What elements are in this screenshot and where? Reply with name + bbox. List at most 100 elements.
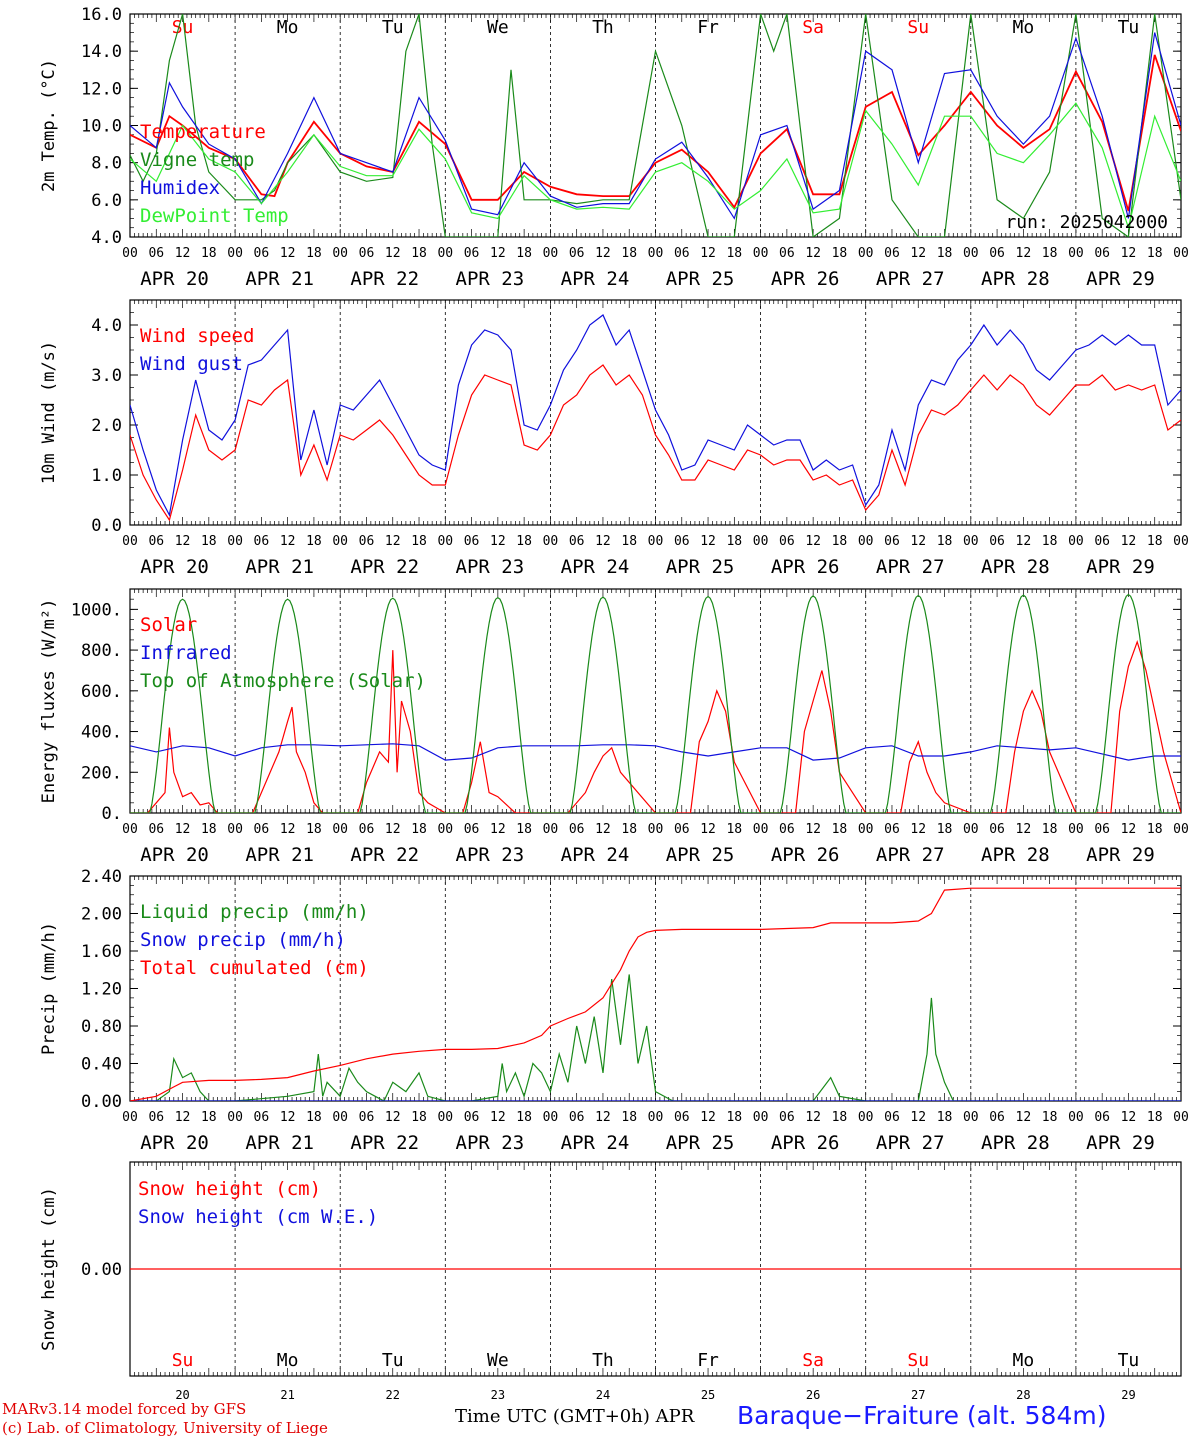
hour-tick-label: 18 — [1042, 246, 1058, 261]
panel-wind: 0.0 1.0 2.0 3.0 4.0 10m Wind (m/s) 00 06 12 18 APR… — [39, 299, 1189, 578]
hour-tick-label: 06 — [1094, 534, 1110, 549]
hour-tick-label: 06 — [148, 1110, 164, 1125]
hour-tick-label: 12 — [490, 1110, 506, 1125]
hour-tick-label: 00 — [227, 822, 243, 837]
hour-tick-label: 18 — [306, 534, 322, 549]
hour-tick-label: 12 — [595, 534, 611, 549]
hour-tick-label: 18 — [726, 1110, 742, 1125]
hour-tick-label: 12 — [910, 246, 926, 261]
hour-tick-label: 00 — [753, 246, 769, 261]
hour-tick-label: 00 — [543, 534, 559, 549]
y-tick-label: 3.0 — [91, 366, 122, 386]
hour-tick-label: 00 — [858, 1110, 874, 1125]
date-label: APR 22 — [350, 268, 419, 290]
hour-tick-label: 12 — [910, 822, 926, 837]
legend-entry: Snow height (cm) — [138, 1178, 321, 1200]
weekday-label: Th — [592, 1350, 614, 1371]
hour-tick-label: 06 — [569, 822, 585, 837]
hour-tick-label: 06 — [989, 822, 1005, 837]
hour-tick-label: 00 — [332, 1110, 348, 1125]
legend-entry: Snow precip (mm/h) — [140, 929, 346, 951]
weekday-label: Su — [172, 17, 194, 38]
hour-tick-label: 18 — [201, 1110, 217, 1125]
hour-tick-label: 06 — [674, 822, 690, 837]
hour-tick-label: 06 — [1094, 1110, 1110, 1125]
y-axis-label: Precip (mm/h) — [39, 922, 59, 1055]
hour-tick-label: 12 — [910, 534, 926, 549]
y-tick-label: 0.00 — [81, 1092, 122, 1112]
y-axis-label: Energy fluxes (W/m²) — [39, 599, 59, 804]
hour-tick-label: 18 — [516, 1110, 532, 1125]
hour-tick-label: 06 — [359, 534, 375, 549]
series-line-wind-gust — [130, 314, 1181, 517]
hour-tick-label: 18 — [621, 534, 637, 549]
hour-tick-label: 12 — [490, 822, 506, 837]
hour-tick-label: 18 — [1147, 822, 1163, 837]
date-label: APR 27 — [876, 268, 945, 290]
weekday-label: Mo — [1013, 17, 1035, 38]
hour-tick-label: 12 — [385, 1110, 401, 1125]
plot-frame — [129, 588, 1182, 814]
y-tick-label: 0.80 — [81, 1017, 122, 1037]
hour-tick-label: 12 — [595, 1110, 611, 1125]
hour-tick-label: 12 — [1121, 246, 1137, 261]
hour-tick-label: 12 — [1121, 822, 1137, 837]
run-label: run: 2025042000 — [1005, 212, 1168, 233]
hour-tick-label: 12 — [175, 822, 191, 837]
model-line: MARv3.14 model forced by GFS — [2, 1400, 247, 1418]
hour-tick-label: 06 — [674, 1110, 690, 1125]
hour-tick-label: 00 — [1068, 822, 1084, 837]
station-name: Baraque−Fraiture (alt. 584m) — [737, 1401, 1107, 1430]
date-label: APR 29 — [1086, 1132, 1155, 1154]
y-tick-label: 1.20 — [81, 980, 122, 1000]
date-label: APR 28 — [981, 844, 1050, 866]
y-tick-label: 1.0 — [91, 466, 122, 486]
hour-tick-label: 00 — [963, 534, 979, 549]
legend-entry: Wind speed — [140, 325, 254, 347]
date-label: APR 23 — [456, 268, 525, 290]
hour-tick-label: 06 — [569, 534, 585, 549]
date-label: APR 20 — [140, 1132, 209, 1154]
hour-tick-label: 18 — [411, 1110, 427, 1125]
hour-tick-label: 12 — [700, 534, 716, 549]
weekday-label: Mo — [277, 17, 299, 38]
hour-tick-label: 00 — [332, 822, 348, 837]
hour-tick-label: 12 — [280, 534, 296, 549]
hour-tick-label: 18 — [306, 822, 322, 837]
hour-tick-label: 18 — [832, 1110, 848, 1125]
hour-tick-label: 18 — [621, 246, 637, 261]
date-label: APR 21 — [245, 1132, 314, 1154]
y-tick-label: 6.0 — [91, 191, 122, 211]
hour-tick-label: 18 — [306, 1110, 322, 1125]
weekday-label: We — [487, 1350, 509, 1371]
hour-tick-label: 06 — [359, 822, 375, 837]
hour-tick-label: 00 — [437, 246, 453, 261]
hour-tick-label: 06 — [779, 534, 795, 549]
date-label: APR 24 — [561, 844, 630, 866]
hour-tick-label: 00 — [332, 246, 348, 261]
weekday-label: Tu — [1118, 17, 1140, 38]
hour-tick-label: 12 — [595, 246, 611, 261]
hour-tick-label: 00 — [1173, 822, 1189, 837]
hour-tick-label: 00 — [753, 1110, 769, 1125]
y-tick-label: 2.00 — [81, 905, 122, 925]
date-label: APR 27 — [876, 844, 945, 866]
date-label: APR 22 — [350, 1132, 419, 1154]
date-label: APR 20 — [140, 844, 209, 866]
y-tick-label: 1.60 — [81, 942, 122, 962]
date-label: APR 28 — [981, 556, 1050, 578]
hour-tick-label: 18 — [937, 246, 953, 261]
legend-entry: Temperature — [140, 121, 266, 143]
date-label: APR 24 — [561, 556, 630, 578]
hour-tick-label: 18 — [516, 822, 532, 837]
hour-tick-label: 18 — [1042, 534, 1058, 549]
hour-tick-label: 06 — [884, 534, 900, 549]
y-axis-label: Snow height (cm) — [39, 1187, 59, 1351]
date-label: APR 26 — [771, 556, 840, 578]
hour-tick-label: 00 — [858, 534, 874, 549]
hour-tick-label: 00 — [648, 534, 664, 549]
hour-tick-label: 18 — [832, 534, 848, 549]
hour-tick-label: 12 — [490, 246, 506, 261]
date-label: APR 20 — [140, 556, 209, 578]
weekday-label: Mo — [1013, 1350, 1035, 1371]
